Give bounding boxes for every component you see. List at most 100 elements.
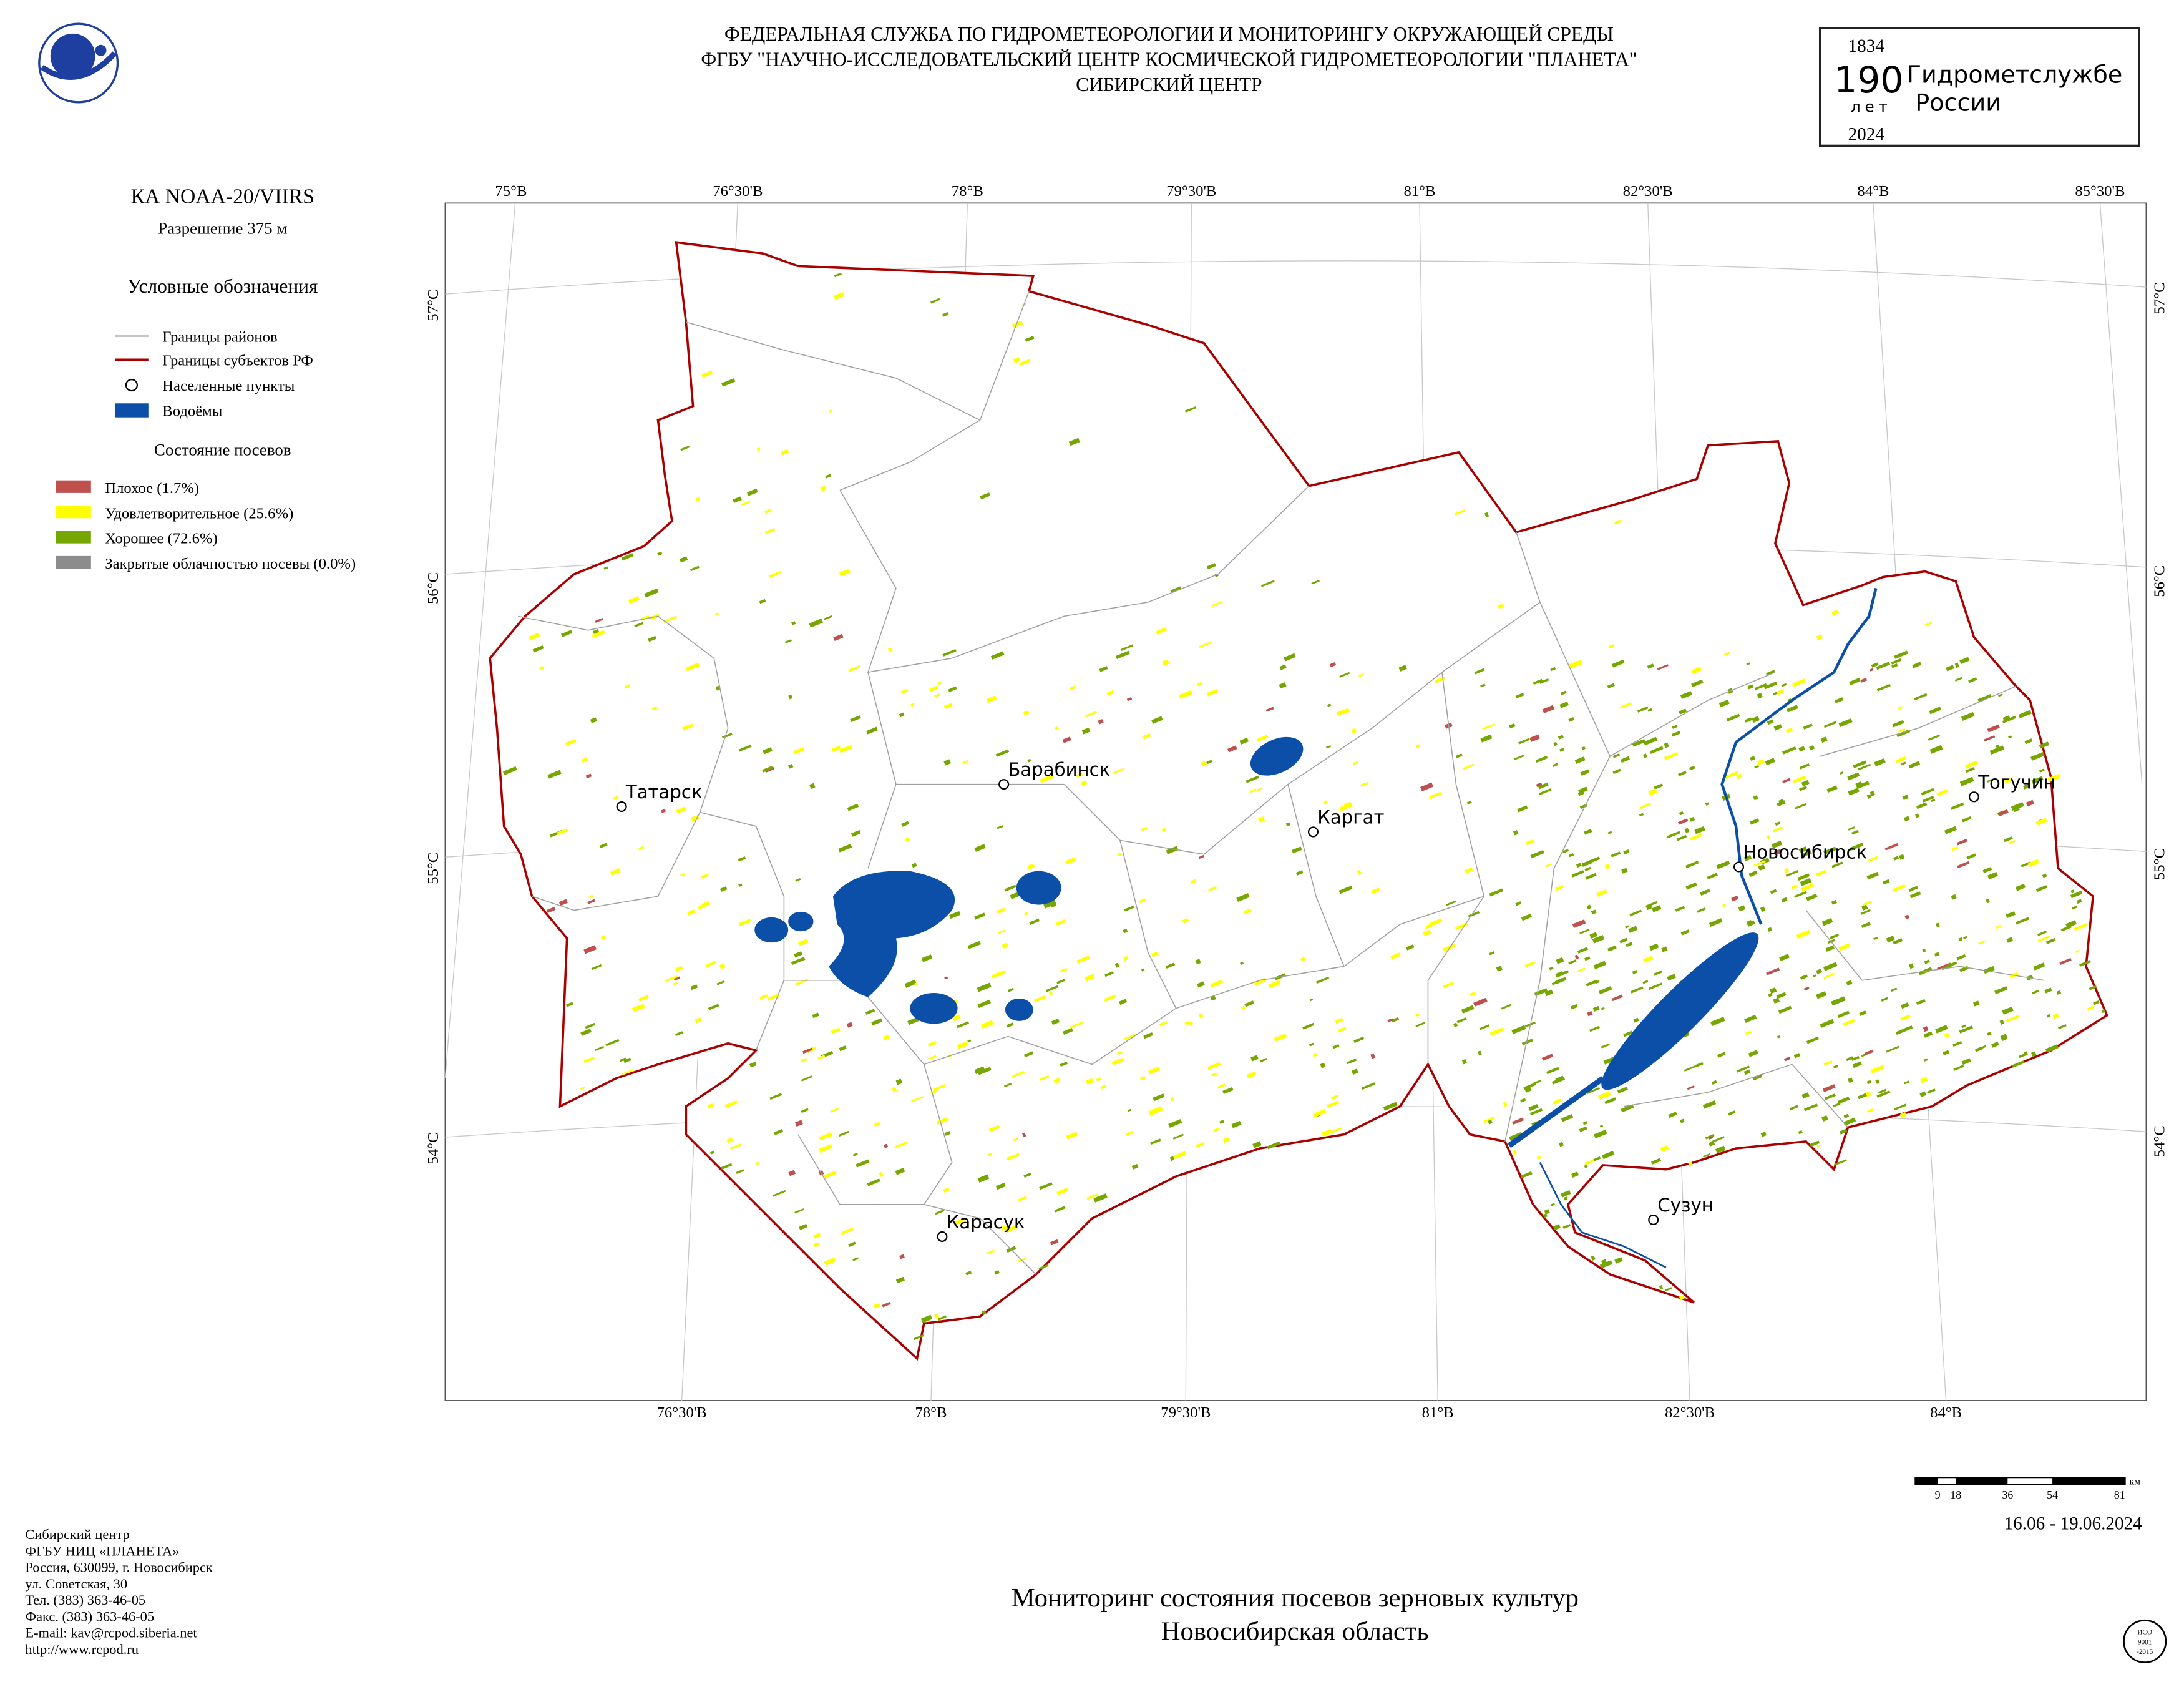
crop-patch — [620, 1057, 626, 1062]
crop-patch — [1534, 988, 1548, 997]
crop-patch — [995, 1182, 1006, 1190]
crop-patch — [823, 615, 832, 620]
crop-patch — [824, 1257, 836, 1266]
crop-patch — [867, 1178, 880, 1186]
crop-legend-label: Закрытые облачностью посевы (0.0%) — [105, 555, 356, 572]
crop-patch — [1415, 1022, 1425, 1027]
crop-patch — [1591, 1255, 1596, 1261]
lon-label: 76°30'В — [713, 183, 763, 200]
crop-patch — [1858, 1093, 1867, 1100]
crop-patch — [666, 975, 678, 982]
crop-patches — [503, 272, 2105, 1341]
crop-patch — [1632, 739, 1645, 747]
crop-patch — [871, 1018, 883, 1026]
crop-patch — [829, 409, 832, 413]
crop-patch — [1239, 737, 1249, 745]
crop-patch — [1677, 770, 1687, 776]
crop-patch — [764, 509, 772, 514]
satellite: КА NOAA-20/VIIRS — [131, 185, 314, 208]
crop-patch — [1806, 893, 1818, 901]
crop-patch — [1691, 667, 1702, 674]
crop-patch — [1838, 718, 1853, 728]
crop-patch — [1908, 761, 1921, 769]
crop-patch — [1679, 1295, 1685, 1301]
crop-patch — [1038, 1264, 1049, 1270]
crop-patch — [2031, 1051, 2037, 1057]
crop-patch — [1550, 1203, 1555, 1206]
crop-patch — [1716, 860, 1730, 869]
crop-patch — [1956, 954, 1966, 961]
crop-patch — [1093, 1193, 1108, 1203]
crop-patch — [995, 749, 1010, 757]
crop-patch — [791, 957, 806, 965]
crop-patch — [1012, 1070, 1025, 1078]
crop-patch — [599, 843, 608, 849]
crop-patch — [1862, 900, 1873, 906]
crop-patch — [1944, 1032, 1950, 1039]
crop-patch — [1337, 1027, 1347, 1033]
crop-patch — [794, 951, 802, 958]
crop-patch — [1357, 869, 1362, 875]
crop-patch — [977, 1067, 992, 1075]
crop-patch — [1927, 1088, 1936, 1094]
crop-patch — [1830, 933, 1840, 939]
crop-patch — [1792, 775, 1806, 784]
crop-patch — [1241, 1005, 1246, 1010]
logo-years-word: лет — [1851, 98, 1892, 116]
crop-patch — [1126, 1130, 1134, 1136]
settlement-label: Сузун — [1657, 1195, 1713, 1216]
crop-patch — [1572, 919, 1586, 929]
crop-patch — [1796, 929, 1811, 939]
crop-patch — [1823, 721, 1837, 728]
crop-patch — [1647, 708, 1652, 712]
crop-patch — [705, 961, 717, 967]
crop-patch — [1139, 898, 1146, 904]
crop-patch — [1420, 782, 1433, 791]
crop-patch — [1679, 811, 1684, 816]
crop-patch — [1599, 1125, 1604, 1128]
crop-patch — [673, 976, 681, 981]
header-line: ФЕДЕРАЛЬНАЯ СЛУЖБА ПО ГИДРОМЕТЕОРОЛОГИИ … — [724, 23, 1614, 45]
crop-patch — [1823, 1060, 1833, 1066]
crop-patch — [1685, 882, 1697, 890]
crop-patch — [1653, 970, 1663, 976]
crop-patch — [1360, 781, 1368, 787]
crop-patch — [1295, 870, 1304, 876]
crop-patch — [1816, 634, 1823, 641]
crop-patch — [1689, 816, 1695, 822]
crop-patch — [1710, 1017, 1725, 1026]
crop-patch — [1639, 803, 1651, 809]
crop-patch — [1391, 1017, 1400, 1023]
lat-label: 55°С — [425, 853, 442, 884]
crop-patch — [1909, 891, 1921, 899]
crop-patch — [1861, 904, 1868, 911]
crop-patch — [974, 1066, 985, 1074]
crop-patch — [1081, 780, 1088, 786]
crop-patch — [1777, 1035, 1781, 1039]
crop-patch — [1799, 786, 1807, 791]
crop-patch — [1023, 1172, 1031, 1178]
crop-patch — [1784, 1057, 1790, 1062]
crop-patch — [1559, 1142, 1564, 1147]
crop-patch — [901, 821, 909, 827]
crop-patch — [719, 886, 728, 892]
crop-patch — [1773, 723, 1782, 731]
crop-patch — [1973, 1000, 1980, 1007]
crop-patch — [2065, 920, 2077, 928]
crop-patch — [2074, 923, 2088, 931]
crop-patch — [1951, 846, 1959, 851]
crop-patch — [1843, 1117, 1856, 1126]
crop-patch — [1675, 906, 1685, 912]
crop-patch — [846, 1022, 853, 1028]
lat-label: 55°С — [2152, 848, 2168, 880]
crop-patch — [1466, 800, 1472, 804]
crop-patch — [1123, 1034, 1136, 1040]
crop-patch — [1824, 1093, 1836, 1100]
crop-patch — [680, 556, 688, 563]
crop-patch — [1799, 763, 1810, 770]
crop-patch — [610, 868, 621, 876]
lat-label: 57°С — [425, 290, 442, 321]
crop-patch — [590, 717, 597, 723]
crop-patch — [994, 1270, 1000, 1275]
crop-patch — [1461, 1005, 1475, 1014]
